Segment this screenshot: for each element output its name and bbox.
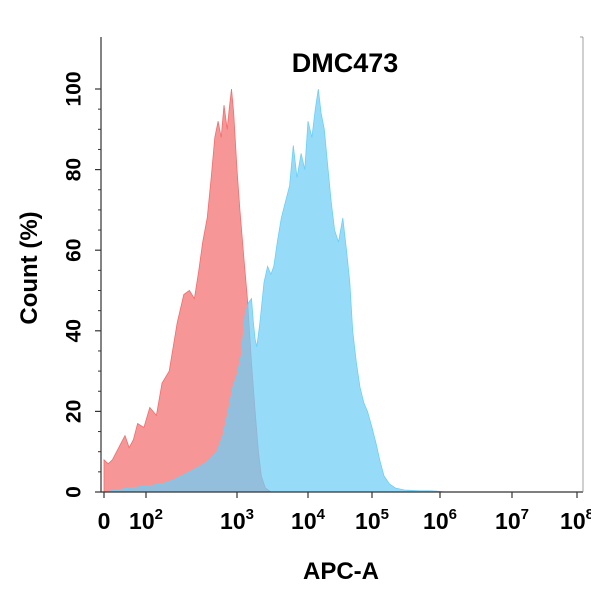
y-tick-label: 20 — [63, 400, 86, 423]
histogram-series-2 — [103, 88, 446, 493]
x-tick-label: 106 — [423, 506, 457, 534]
histogram-fills — [103, 88, 446, 493]
x-tick-label: 104 — [291, 506, 326, 534]
y-tick-label: 40 — [63, 319, 86, 342]
x-axis-title: APC-A — [303, 558, 379, 585]
y-tick-label: 60 — [63, 239, 86, 262]
chart-title: DMC473 — [292, 48, 399, 78]
y-tick-label: 80 — [63, 158, 86, 181]
x-axis-ticks: 0 102 103 104 105 106 107 108 — [98, 492, 591, 534]
y-tick-label: 100 — [63, 71, 86, 106]
x-tick-label: 107 — [495, 506, 529, 534]
y-axis-title: Count (%) — [16, 211, 43, 324]
x-tick-label: 105 — [355, 506, 389, 534]
x-tick-label: 108 — [560, 506, 591, 534]
x-tick-label: 102 — [129, 506, 163, 534]
x-tick-label: 103 — [220, 506, 254, 534]
y-tick-label: 0 — [63, 486, 86, 498]
x-tick-label: 0 — [98, 508, 111, 534]
y-axis-ticks: 0 20 40 60 80 100 — [63, 71, 101, 498]
axes — [100, 36, 584, 493]
